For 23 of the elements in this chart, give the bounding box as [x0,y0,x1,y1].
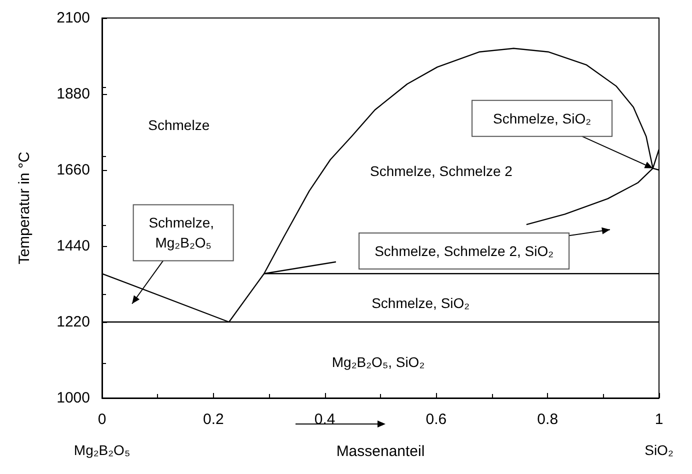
y-axis-title: Temperatur in °C [16,151,33,264]
y-tick-label: 1660 [56,162,90,178]
text: Mg₂B₂O₅ [74,442,130,458]
x-tick-label: 0 [98,411,106,428]
annotation: Schmelze, Mg₂B₂O₅ [148,214,218,251]
annotation: Schmelze, SiO₂ [372,295,470,311]
text: SiO₂ [644,442,674,458]
x-tick-label: 0.8 [537,411,558,428]
annotation: Schmelze [148,116,210,133]
y-tick-label: 1440 [56,238,90,254]
y-tick-label: 1220 [56,314,90,330]
x-tick-label: 0.6 [426,411,447,428]
x-tick-label: 0.2 [202,411,224,428]
x-tick-label: 0.4 [314,411,336,428]
y-tick-label: 1000 [56,390,90,406]
annotation: Mg₂B₂O₅, SiO₂ [332,354,425,370]
y-tick-label: 2100 [56,10,90,26]
annotation: Schmelze, SiO₂ [493,110,592,126]
x-axis-title: Massenanteil [336,443,425,460]
x-tick-label: 1 [654,411,664,428]
y-tick-label: 1880 [56,86,90,102]
annotation: Schmelze, Schmelze 2, SiO₂ [374,242,554,259]
annotation: Schmelze, Schmelze 2 [370,163,513,180]
